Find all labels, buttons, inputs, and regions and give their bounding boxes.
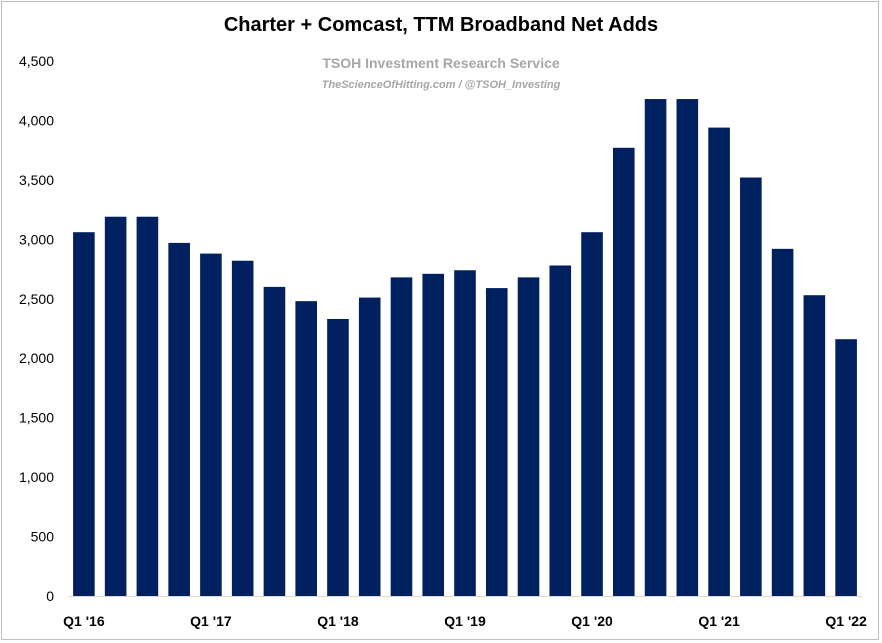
bar	[517, 277, 540, 596]
bar	[771, 248, 794, 596]
bar	[200, 253, 222, 596]
x-tick-label: Q1 '21	[698, 613, 740, 629]
y-tick-label: 4,500	[19, 53, 54, 69]
watermark-line2: TheScienceOfHitting.com / @TSOH_Investin…	[321, 79, 561, 91]
y-tick-label: 0	[46, 588, 54, 604]
bar	[390, 277, 413, 596]
x-tick-label: Q1 '19	[444, 613, 486, 629]
bar	[73, 232, 95, 596]
y-tick-label: 4,000	[19, 112, 54, 128]
bar	[549, 265, 572, 596]
bar	[803, 295, 826, 596]
bar	[104, 216, 127, 597]
bar	[263, 286, 286, 596]
bar	[485, 288, 508, 596]
y-tick-label: 2,000	[19, 350, 54, 366]
bar	[136, 216, 159, 597]
y-tick-label: 3,500	[19, 172, 54, 188]
y-tick-label: 1,500	[19, 410, 54, 426]
x-tick-label: Q1 '22	[825, 613, 867, 629]
y-tick-label: 3,000	[19, 231, 54, 247]
bar	[295, 301, 317, 596]
bar	[740, 177, 762, 596]
y-tick-label: 2,500	[19, 291, 54, 307]
y-tick-label: 500	[31, 529, 55, 545]
x-axis: Q1 '16 Q1 '17 Q1 '18 Q1 '19 Q1 '20 Q1 '21 Q1 '…	[63, 596, 867, 629]
x-tick-label: Q1 '20	[571, 613, 613, 629]
bar	[708, 127, 730, 596]
bar	[454, 270, 476, 596]
bar	[327, 318, 349, 596]
x-tick-label: Q1 '16	[63, 613, 105, 629]
x-tick-label: Q1 '18	[317, 613, 359, 629]
chart-title: Charter + Comcast, TTM Broadband Net Add…	[223, 14, 659, 36]
bar	[644, 99, 667, 596]
y-axis: 0 500 1,000 1,500 2,000 2,500 3,000 3,500 4,000 4…	[19, 53, 54, 604]
y-tick-label: 1,000	[19, 469, 54, 485]
bar	[676, 99, 699, 596]
bar	[581, 232, 603, 596]
bar	[422, 273, 445, 596]
bars	[73, 99, 857, 597]
bar	[231, 260, 254, 596]
bar	[358, 297, 381, 596]
x-tick-label: Q1 '17	[190, 613, 232, 629]
bar	[613, 147, 635, 597]
bar	[168, 242, 190, 596]
bar	[835, 339, 857, 596]
watermark-line1: TSOH Investment Research Service	[322, 55, 560, 71]
